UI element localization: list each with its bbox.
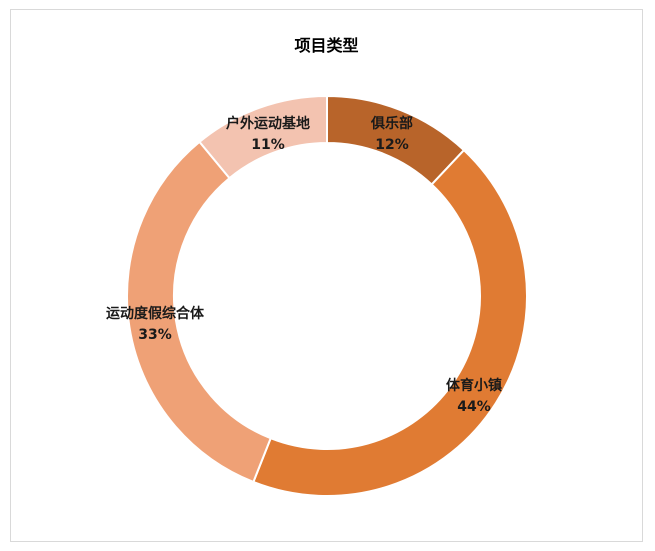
slice-value-label: 11%	[251, 137, 285, 153]
slice-category-label: 俱乐部	[370, 115, 413, 132]
donut-slice	[252, 148, 528, 497]
chart-title: 项目类型	[294, 36, 359, 55]
slice-category-label: 运动度假综合体	[106, 305, 205, 322]
slice-value-label: 44%	[457, 399, 491, 415]
donut-slice	[126, 140, 272, 484]
donut-slice	[198, 94, 328, 180]
slice-category-label: 体育小镇	[446, 377, 502, 394]
slice-value-label: 12%	[375, 137, 409, 153]
slice-category-label: 户外运动基地	[226, 115, 310, 132]
slice-value-label: 33%	[138, 327, 172, 343]
